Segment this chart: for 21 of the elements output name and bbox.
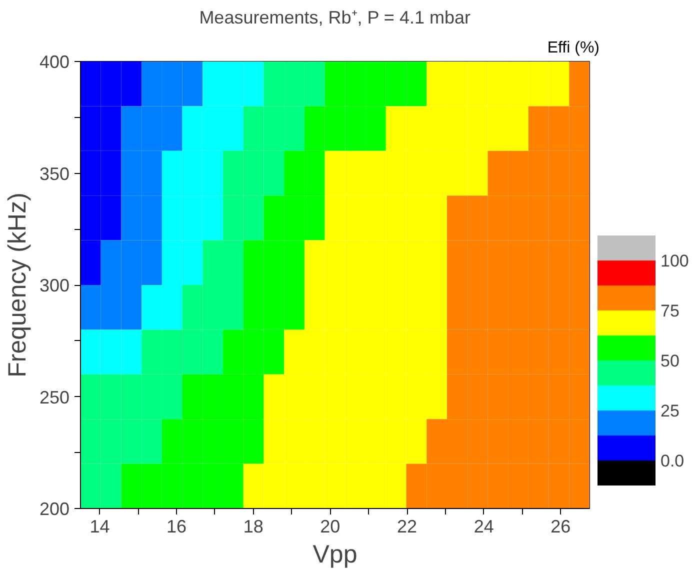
color-bar-label: 0.0 xyxy=(660,452,684,470)
x-tick-label: 16 xyxy=(166,516,187,536)
y-tick-label: 300 xyxy=(39,276,70,296)
x-tick-label: 20 xyxy=(320,516,340,536)
x-tick-label: 24 xyxy=(474,516,494,536)
y-axis-title: Frequency (kHz) xyxy=(3,192,32,378)
color-bar-label: 100 xyxy=(660,252,689,270)
x-tick-label: 18 xyxy=(243,516,264,536)
y-tick-label: 350 xyxy=(39,164,70,184)
x-tick-label: 14 xyxy=(90,516,110,536)
color-bar-label: 50 xyxy=(660,352,680,370)
color-bar-title: Effi (%) xyxy=(547,40,600,56)
color-bar-label: 25 xyxy=(660,402,680,420)
x-axis-title: Vpp xyxy=(312,540,358,568)
y-tick-label: 200 xyxy=(39,499,70,519)
y-tick-label: 400 xyxy=(39,52,70,72)
x-tick-label: 22 xyxy=(397,516,418,536)
color-bar-label: 75 xyxy=(660,302,680,320)
chart-title: Measurements, Rb⁺, P = 4.1 mbar xyxy=(199,8,470,28)
x-tick-label: 26 xyxy=(550,516,571,536)
y-tick-label: 250 xyxy=(39,387,70,408)
